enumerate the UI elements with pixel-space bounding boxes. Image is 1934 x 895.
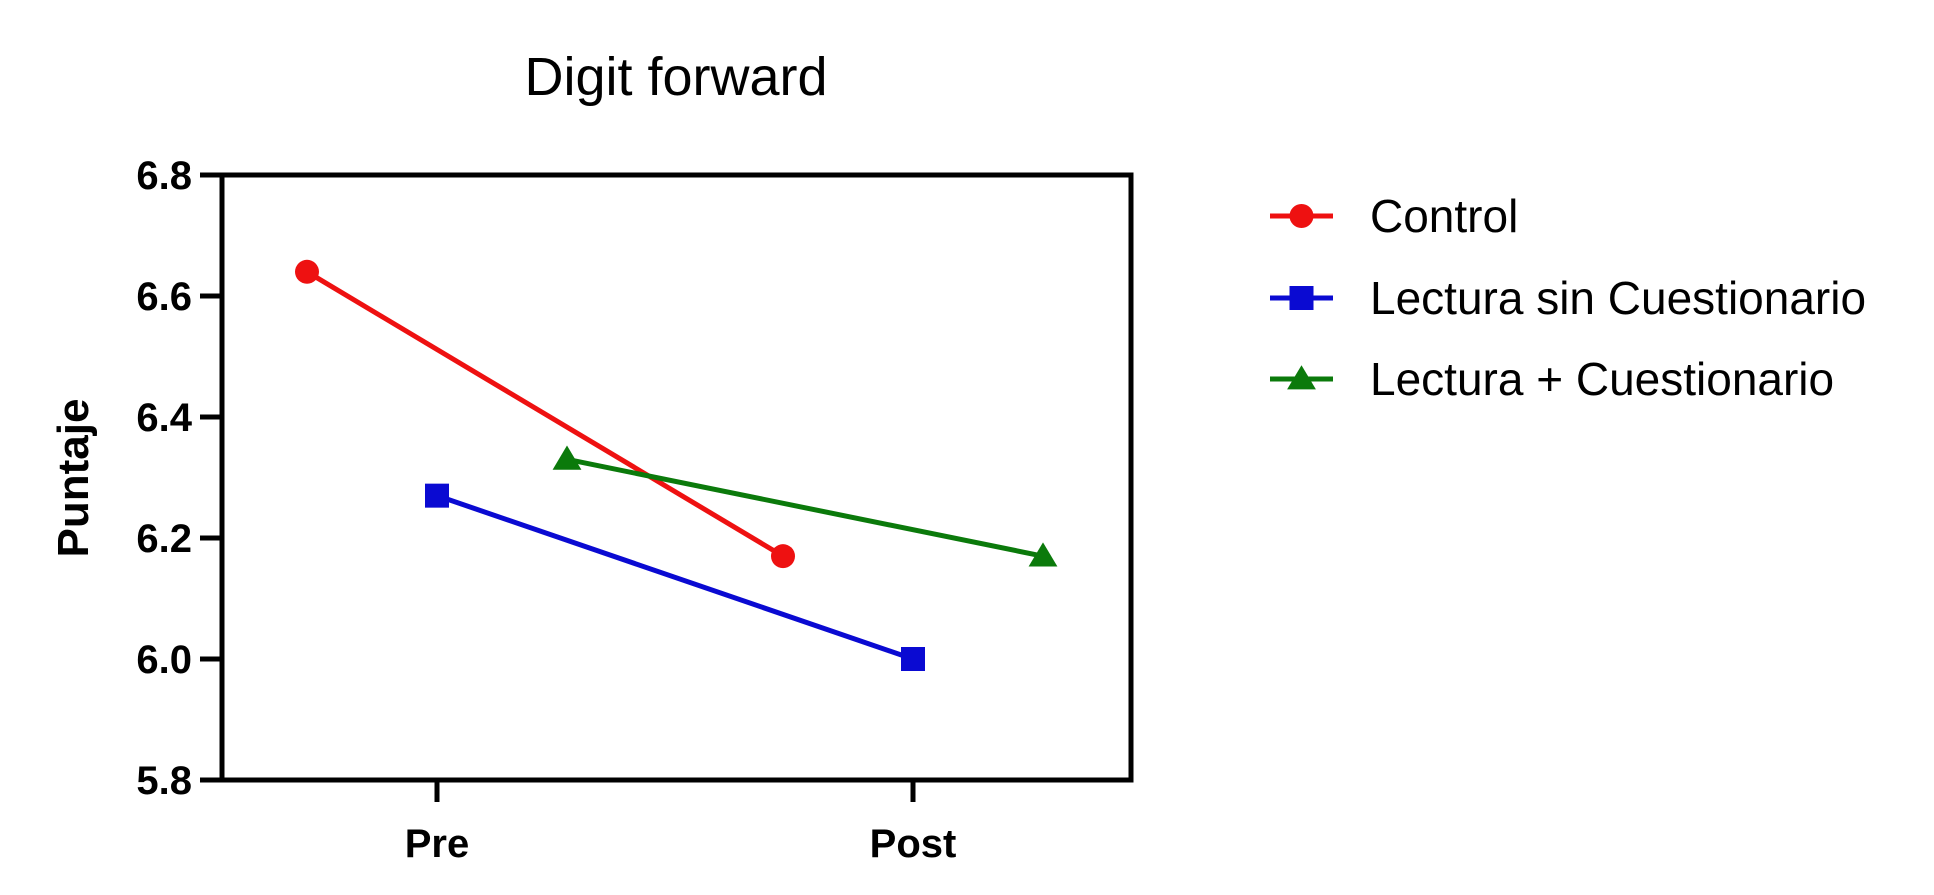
y-tick-label: 6.6 xyxy=(136,275,192,319)
y-axis-label: Puntaje xyxy=(49,399,98,558)
y-tick-label: 6.4 xyxy=(136,396,192,440)
series-triangle xyxy=(552,445,1058,567)
series-line xyxy=(436,493,914,662)
series-line xyxy=(566,456,1044,559)
y-tick-label: 5.8 xyxy=(136,759,192,803)
data-point xyxy=(552,445,582,470)
y-tick-label: 6.8 xyxy=(136,154,192,198)
legend: Control Lectura sin Cuestionario Lectura +… xyxy=(1270,190,1866,405)
legend-item: Control xyxy=(1270,190,1518,242)
x-tick-label: Post xyxy=(870,822,957,866)
series-circle xyxy=(295,259,795,569)
legend-marker xyxy=(1289,286,1314,310)
data-point xyxy=(901,647,925,671)
series-line xyxy=(305,269,785,559)
data-point xyxy=(295,259,319,284)
y-tick-label: 6.2 xyxy=(136,517,192,561)
legend-label: Lectura + Cuestionario xyxy=(1370,353,1834,405)
legend-label: Lectura sin Cuestionario xyxy=(1370,272,1866,324)
x-tick-label: Pre xyxy=(405,822,470,866)
data-point xyxy=(425,483,449,508)
legend-marker xyxy=(1287,365,1316,390)
series-square xyxy=(425,483,925,671)
legend-item: Lectura + Cuestionario xyxy=(1270,353,1834,405)
legend-label: Control xyxy=(1370,190,1518,242)
data-point xyxy=(1028,542,1058,567)
plot-frame xyxy=(219,172,1134,783)
data-point xyxy=(771,544,795,569)
chart-title: Digit forward xyxy=(524,47,827,107)
legend-marker xyxy=(1289,204,1314,228)
y-tick-label: 6.0 xyxy=(136,638,192,682)
plot-area: 5.8 6.0 6.2 6.4 6.6 6.8 Pre Post xyxy=(136,154,1134,866)
legend-item: Lectura sin Cuestionario xyxy=(1270,272,1866,324)
